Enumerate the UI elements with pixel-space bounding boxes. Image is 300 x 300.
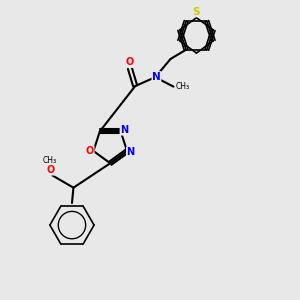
Text: CH₃: CH₃ xyxy=(43,155,57,164)
Text: O: O xyxy=(86,146,94,156)
Text: N: N xyxy=(127,147,135,157)
Text: N: N xyxy=(120,125,128,135)
Text: CH₃: CH₃ xyxy=(175,82,189,91)
Text: O: O xyxy=(46,165,55,175)
Text: O: O xyxy=(126,58,134,68)
Text: S: S xyxy=(193,7,200,17)
Text: N: N xyxy=(152,72,161,82)
